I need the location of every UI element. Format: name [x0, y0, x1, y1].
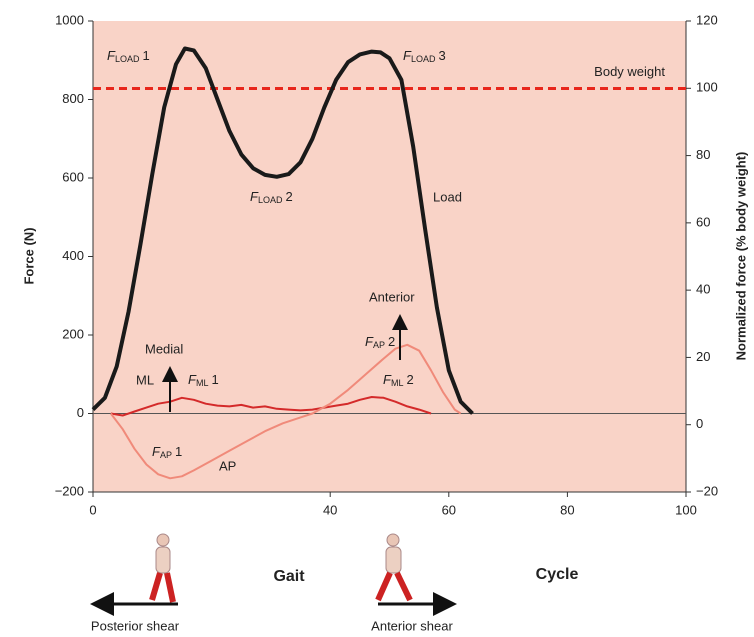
caption: Gait [273, 568, 305, 585]
y2-tick-label: 100 [696, 80, 718, 95]
x-tick-label: 100 [675, 502, 697, 517]
series-line [110, 343, 462, 480]
y2-tick-label: 40 [696, 282, 710, 297]
series-label: ML [136, 372, 154, 387]
y2-tick-label: 20 [696, 349, 710, 364]
plot-background [93, 21, 686, 492]
series-label: Load [433, 189, 462, 204]
caption: Cycle [536, 566, 579, 583]
annotation: FML 2 [383, 372, 414, 388]
annotation: FAP 1 [152, 444, 182, 460]
annotation: FLOAD 2 [250, 189, 293, 205]
x-tick-label: 60 [442, 502, 456, 517]
y2-tick-label: 120 [696, 12, 718, 27]
walker-figure [375, 533, 413, 602]
annotation: Medial [145, 341, 183, 356]
y2-tick-label: 0 [696, 416, 703, 431]
annotation: FML 1 [188, 372, 219, 388]
annotation: FLOAD 3 [403, 48, 446, 64]
y-axis-label: Force (N) [21, 227, 36, 284]
y2-tick-label: 60 [696, 214, 710, 229]
y2-tick-label: 80 [696, 147, 710, 162]
y-tick-label: −200 [55, 483, 84, 498]
x-tick-label: 80 [560, 502, 574, 517]
walker-figure [149, 533, 176, 603]
x-tick-label: 0 [89, 502, 96, 517]
y-tick-label: 200 [62, 326, 84, 341]
y-tick-label: 1000 [55, 12, 84, 27]
shear-label: Posterior shear [91, 618, 180, 633]
y-tick-label: 0 [77, 405, 84, 420]
series-line [110, 396, 432, 417]
series-label: AP [219, 458, 236, 473]
series-line [91, 46, 474, 415]
reference-label: Body weight [594, 64, 665, 79]
y-tick-label: 600 [62, 169, 84, 184]
y-tick-label: 800 [62, 91, 84, 106]
annotation: FAP 2 [365, 334, 395, 350]
y-tick-label: 400 [62, 248, 84, 263]
annotation: Anterior [369, 289, 415, 304]
annotation: FLOAD 1 [107, 48, 150, 64]
y2-tick-label: −20 [696, 483, 718, 498]
x-tick-label: 40 [323, 502, 337, 517]
shear-label: Anterior shear [371, 618, 453, 633]
y2-axis-label: Normalized force (% body weight) [733, 152, 748, 361]
